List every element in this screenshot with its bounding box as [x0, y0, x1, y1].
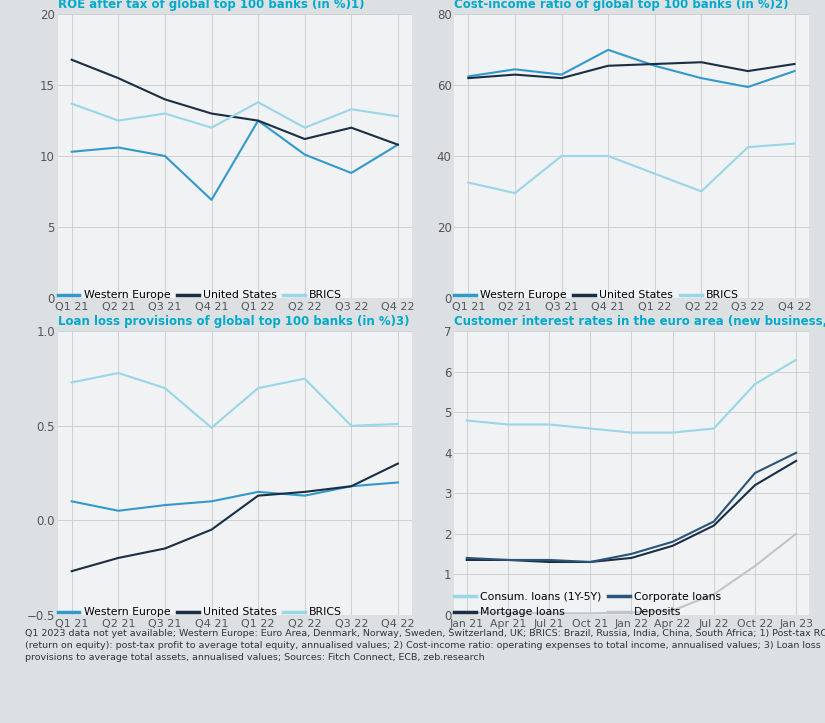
- Text: Customer interest rates in the euro area (new business, in %): Customer interest rates in the euro area…: [455, 315, 825, 328]
- Text: Loan loss provisions of global top 100 banks (in %)3): Loan loss provisions of global top 100 b…: [58, 315, 409, 328]
- Legend: Western Europe, United States, BRICS: Western Europe, United States, BRICS: [455, 291, 739, 300]
- Text: Cost-income ratio of global top 100 banks (in %)2): Cost-income ratio of global top 100 bank…: [455, 0, 789, 11]
- Legend: Western Europe, United States, BRICS: Western Europe, United States, BRICS: [58, 607, 342, 617]
- Legend: Western Europe, United States, BRICS: Western Europe, United States, BRICS: [58, 291, 342, 300]
- Text: Q1 2023 data not yet available; Western Europe: Euro Area, Denmark, Norway, Swed: Q1 2023 data not yet available; Western …: [25, 629, 825, 662]
- Legend: Consum. loans (1Y-5Y), Mortgage loans, Corporate loans, Deposits: Consum. loans (1Y-5Y), Mortgage loans, C…: [455, 592, 721, 617]
- Text: ROE after tax of global top 100 banks (in %)1): ROE after tax of global top 100 banks (i…: [58, 0, 365, 11]
